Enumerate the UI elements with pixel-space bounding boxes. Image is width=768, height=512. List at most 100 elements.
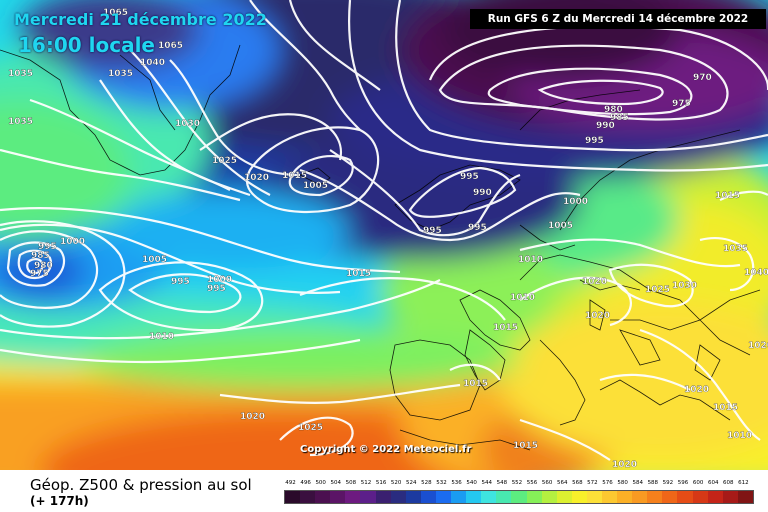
isobar-label: 1020 (244, 173, 269, 183)
scale-label: 612 (738, 480, 749, 486)
scale-swatch (345, 491, 361, 503)
isobars (0, 0, 768, 461)
isobar-label: 985 (31, 251, 50, 261)
isobar-label: 1065 (103, 8, 128, 18)
scale-swatch (511, 491, 527, 503)
isobar-label: 1010 (149, 332, 174, 342)
footer-legend: Géop. Z500 & pression au sol (+ 177h) 49… (0, 470, 768, 512)
isobar-label: 995 (171, 277, 190, 287)
scale-label: 592 (662, 480, 674, 486)
isobar-label: 1015 (493, 323, 518, 333)
scale-label: 504 (330, 480, 342, 486)
scale-swatch (601, 491, 618, 503)
scale-swatch (451, 491, 467, 503)
scale-label: 596 (677, 480, 689, 486)
isobar-label: 1000 (60, 237, 85, 247)
scale-label: 512 (360, 480, 372, 486)
scale-label: 540 (466, 480, 477, 486)
scale-label: 552 (511, 480, 523, 486)
scale-swatch (647, 491, 663, 503)
color-scale-bar (284, 490, 754, 504)
scale-swatch (285, 491, 301, 503)
isobar-label: 1010 (518, 255, 543, 265)
isobar-label: 1030 (175, 119, 200, 129)
scale-swatch (390, 491, 406, 503)
scale-swatch (360, 491, 376, 503)
isobar-label: 995 (38, 242, 57, 252)
scale-swatch (435, 491, 452, 503)
isobar-label: 1015 (282, 171, 307, 181)
isobar-label: 1025 (212, 156, 237, 166)
isobar-label: 1015 (346, 269, 371, 279)
isobar-label: 1005 (303, 181, 328, 191)
scale-label: 576 (602, 480, 613, 486)
scale-label: 524 (406, 480, 417, 486)
scale-label: 600 (692, 480, 704, 486)
scale-label: 536 (451, 480, 462, 486)
isobar-label: 1030 (672, 281, 697, 291)
valid-time: 16:00 locale (18, 33, 155, 57)
scale-swatch (315, 491, 331, 503)
scale-swatch (677, 491, 693, 503)
isobar-label: 1040 (744, 268, 768, 278)
scale-label: 556 (526, 480, 538, 486)
isobar-label: 1035 (723, 244, 748, 254)
scale-swatch (420, 491, 436, 503)
isobar-label: 1015 (715, 191, 740, 201)
isobar-label: 995 (585, 136, 604, 146)
scale-swatch (526, 491, 542, 503)
isobar-label: 1020 (240, 412, 265, 422)
scale-swatch (707, 491, 723, 503)
scale-swatch (586, 491, 602, 503)
scale-swatch (481, 491, 497, 503)
isobar-label: 1035 (8, 69, 33, 79)
isobar-label: 1015 (713, 403, 738, 413)
valid-date: Mercredi 21 décembre 2022 (14, 10, 267, 29)
scale-swatch (466, 491, 482, 503)
isobar-label: 1065 (158, 41, 183, 51)
scale-swatch (556, 491, 572, 503)
isobar-label: 975 (30, 269, 49, 279)
scale-label: 608 (723, 480, 734, 486)
scale-label: 532 (436, 480, 447, 486)
scale-swatch (662, 491, 678, 503)
isobar-label: 1035 (108, 69, 133, 79)
scale-swatch (632, 491, 648, 503)
scale-label: 564 (556, 480, 568, 486)
scale-swatch (737, 491, 753, 503)
isobar-label: 1025 (298, 423, 323, 433)
isobar-label: 1015 (463, 379, 488, 389)
isobar-label: 1020 (582, 277, 607, 287)
isobar-label: 975 (672, 99, 691, 109)
scale-swatch (405, 491, 421, 503)
isobar-label: 1025 (645, 285, 670, 295)
scale-swatch (541, 491, 557, 503)
isobar-label: 1020 (684, 385, 709, 395)
scale-label: 580 (617, 480, 628, 486)
scale-label: 560 (541, 480, 553, 486)
scale-swatch (617, 491, 633, 503)
scale-label: 548 (496, 480, 508, 486)
scale-swatch (375, 491, 391, 503)
isobar-label: 1020 (612, 460, 637, 470)
scale-swatch (496, 491, 512, 503)
scale-label: 584 (632, 480, 643, 486)
isobar-label: 995 (468, 223, 487, 233)
isobar-label: 995 (207, 284, 226, 294)
scale-swatch (300, 491, 316, 503)
isobar-label: 1010 (510, 293, 535, 303)
scale-label: 496 (300, 480, 311, 486)
lead-time: (+ 177h) (30, 494, 89, 508)
isobar-label: 980 (34, 261, 53, 271)
isobar-label: 1005 (142, 255, 167, 265)
run-info: Run GFS 6 Z du Mercredi 14 décembre 2022 (470, 9, 766, 29)
scale-label: 508 (345, 480, 357, 486)
scale-label: 588 (647, 480, 659, 486)
isobar-label: 970 (693, 73, 712, 83)
isobar-label: 1020 (748, 341, 768, 351)
scale-label: 572 (587, 480, 598, 486)
scale-label: 544 (481, 480, 493, 486)
